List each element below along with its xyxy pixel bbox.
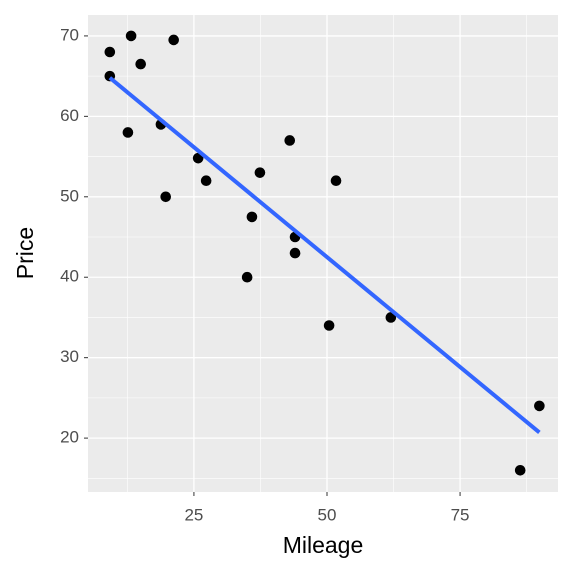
point (125, 30, 137, 42)
point (514, 464, 526, 476)
y-tick-label: 50 (60, 186, 79, 205)
y-axis-title: Price (12, 227, 38, 279)
x-tick-label: 50 (318, 505, 337, 524)
marks (104, 30, 545, 476)
y-tick-label: 70 (60, 25, 79, 44)
point (323, 320, 335, 331)
point (168, 34, 179, 46)
point (200, 175, 212, 187)
point (534, 400, 545, 412)
point (385, 312, 397, 323)
x-axis-title: Mileage (283, 532, 364, 558)
point (254, 167, 266, 178)
point (330, 175, 342, 187)
point (241, 271, 253, 283)
y-tick-label: 60 (60, 106, 79, 125)
grid (88, 15, 558, 492)
point (284, 135, 296, 146)
point (122, 127, 134, 138)
point (104, 46, 116, 58)
point (135, 58, 146, 70)
point (160, 191, 172, 203)
x-tick-label: 25 (184, 505, 203, 524)
trend-line (108, 76, 541, 435)
y-tick-label: 30 (60, 347, 79, 366)
y-tick-label: 20 (60, 428, 79, 447)
point (192, 152, 204, 164)
point (246, 211, 258, 223)
point (289, 247, 301, 259)
x-tick-label: 75 (451, 505, 470, 524)
y-tick-label: 40 (60, 267, 79, 286)
